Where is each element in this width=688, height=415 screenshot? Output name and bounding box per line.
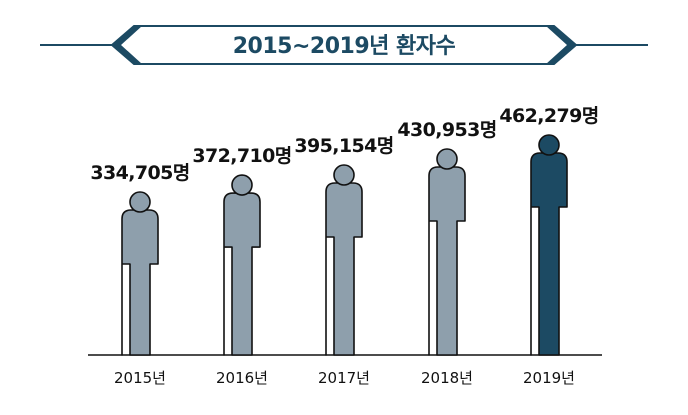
person-body <box>530 152 568 356</box>
value-label: 462,279명 <box>499 105 599 127</box>
x-tick-label: 2016년 <box>216 369 268 387</box>
banner-left-arrow <box>112 26 142 64</box>
person-body <box>325 182 363 356</box>
person-head <box>231 174 253 196</box>
x-tick-label: 2018년 <box>421 369 473 387</box>
person-body <box>121 209 159 356</box>
person-bar-2016년 <box>223 174 261 356</box>
person-head <box>129 191 151 213</box>
x-tick-label: 2019년 <box>523 369 575 387</box>
chart-title: 2015~2019년 환자수 <box>232 34 456 59</box>
person-body <box>223 192 261 356</box>
person-bar-2018년 <box>428 148 466 356</box>
person-head <box>333 164 355 186</box>
value-label: 334,705명 <box>90 162 190 184</box>
banner-right-arrow <box>546 26 576 64</box>
person-bar-2019년 <box>530 134 568 356</box>
value-label: 372,710명 <box>192 145 292 168</box>
person-head <box>538 134 560 156</box>
x-tick-label: 2017년 <box>318 369 370 387</box>
value-label: 430,953명 <box>397 118 497 141</box>
person-bar-2017년 <box>325 164 363 356</box>
person-bar-2015년 <box>121 191 159 356</box>
person-head <box>436 148 458 170</box>
x-tick-label: 2015년 <box>114 369 166 387</box>
value-label: 395,154명 <box>294 134 394 157</box>
person-body <box>428 166 466 356</box>
title-banner <box>40 25 648 65</box>
